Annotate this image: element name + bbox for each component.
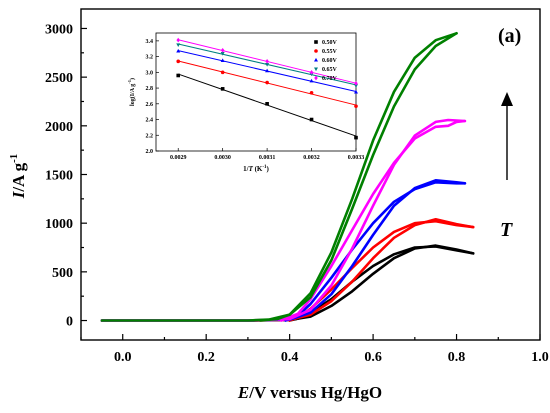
main-y-tick-label: 1500	[45, 169, 73, 184]
main-x-tick-label: 0.6	[364, 350, 382, 365]
inset-data-point	[354, 84, 358, 88]
inset-y-tick-label: 2.8	[146, 86, 154, 92]
inset-legend-label: 0.55V	[322, 49, 338, 55]
inset-tick-labels: 0.0029 0.0030 0.0031 0.0032 0.0033 2.0 2.2 2.4 2…	[146, 39, 365, 161]
main-x-label-unit: /V versus Hg/HgO	[248, 383, 382, 402]
inset-x-tick-label: 0.0032	[303, 155, 320, 161]
main-y-tick-label: 500	[52, 266, 73, 281]
inset-legend-label: 0.70V	[322, 76, 338, 82]
main-series-group	[100, 31, 475, 322]
main-tick-labels: 0.0 0.2 0.4 0.6 0.8 1.0 0 500 1000 1500 2000 2500 30…	[45, 22, 549, 365]
main-y-label-unit: /A g	[9, 162, 28, 192]
inset-x-tick-label: 0.0030	[214, 155, 231, 161]
cv-curve-forward	[100, 244, 475, 322]
cv-curve-reverse	[284, 181, 467, 322]
main-y-label-exponent: -1	[8, 154, 20, 163]
inset-x-label-prefix: 1/	[243, 165, 250, 173]
inset-data-point	[309, 69, 314, 75]
inset-x-label-unit: (K	[253, 165, 263, 173]
main-y-tick-label: 1000	[45, 217, 73, 232]
cv-curve-reverse	[259, 31, 458, 322]
inset-x-label-exponent: -1	[262, 165, 267, 170]
main-y-axis-label: I/A g-1	[8, 154, 28, 200]
inset-y-label-exponent: -1	[127, 79, 132, 83]
inset-legend-label: 0.65V	[322, 67, 338, 73]
inset-legend-marker	[314, 49, 318, 53]
main-x-tick-label: 1.0	[531, 350, 549, 365]
main-y-label-var: I	[9, 190, 28, 199]
inset-data-point	[354, 89, 358, 94]
inset-legend-marker	[314, 75, 318, 81]
inset-data-point	[176, 59, 181, 64]
inset-data-point	[176, 43, 181, 47]
inset-y-tick-label: 2.4	[146, 118, 154, 124]
main-x-label-var: E	[237, 383, 249, 402]
inset-data-point	[176, 73, 181, 78]
main-y-tick-label: 2000	[45, 120, 73, 135]
inset-legend-marker	[314, 67, 318, 72]
inset-data-point	[220, 47, 225, 53]
inset-data-point	[220, 70, 225, 75]
inset-data-point	[265, 102, 269, 106]
main-axis-ticks	[80, 27, 541, 340]
inset-y-tick-label: 2.2	[146, 133, 154, 139]
inset-y-tick-label: 2.0	[146, 149, 154, 155]
inset-y-tick-label: 3.2	[146, 55, 154, 61]
inset-y-label-close: )	[129, 78, 136, 80]
temperature-arrow-label: T	[500, 219, 513, 241]
inset-legend: 0.50V 0.55V 0.60V 0.65V 0.70V	[314, 40, 338, 82]
inset-data-point	[220, 58, 225, 62]
inset-x-tick-label: 0.0033	[348, 155, 365, 161]
inset-y-tick-label: 2.6	[146, 102, 154, 108]
inset-legend-label: 0.60V	[322, 58, 338, 64]
inset-x-label-var: T	[249, 165, 254, 173]
main-x-axis-label: E/V versus Hg/HgO	[237, 383, 382, 402]
inset-data-point	[265, 63, 270, 67]
inset-legend-marker	[314, 40, 318, 44]
inset-x-tick-label: 0.0029	[170, 155, 187, 161]
inset-data-point	[354, 135, 358, 140]
cv-curve-forward	[100, 31, 458, 322]
inset-data-point	[309, 117, 314, 122]
inset-data-point	[354, 81, 358, 86]
main-y-tick-label: 3000	[45, 22, 73, 37]
inset-data-point	[176, 37, 181, 43]
inset-series-group	[176, 37, 358, 140]
inset-data-point	[176, 48, 181, 53]
cv-curve-reverse	[279, 119, 467, 322]
inset-legend-marker	[314, 57, 318, 62]
main-y-tick-label: 0	[66, 315, 73, 330]
main-x-tick-label: 0.0	[114, 350, 132, 365]
panel-label: (a)	[498, 25, 521, 47]
inset-data-point	[309, 90, 314, 95]
inset-x-axis-label: 1/T (K-1)	[243, 165, 269, 173]
inset-data-point	[220, 87, 225, 91]
inset-x-tick-label: 0.0031	[259, 155, 276, 161]
inset-y-axis-label: log(I/A g-1)	[127, 78, 136, 106]
main-x-tick-label: 0.8	[448, 350, 466, 365]
inset-data-point	[265, 80, 269, 85]
inset-data-point	[265, 68, 270, 73]
inset-x-label-close: )	[267, 165, 270, 173]
inset-data-point	[309, 78, 314, 83]
inset-y-label-text: log(I/A g	[129, 84, 136, 106]
main-x-tick-label: 0.2	[197, 350, 215, 365]
temperature-arrow-head	[501, 92, 513, 106]
inset-data-point	[265, 58, 269, 64]
cv-curve-forward	[100, 218, 475, 322]
inset-data-point	[354, 104, 358, 108]
main-y-tick-label: 2500	[45, 71, 73, 86]
inset-data-point	[220, 52, 225, 56]
inset-y-tick-label: 3.4	[146, 39, 154, 45]
main-x-tick-label: 0.4	[281, 350, 299, 365]
inset-axis-ticks	[156, 40, 357, 152]
inset-legend-label: 0.50V	[322, 40, 338, 46]
inset-y-tick-label: 3.0	[146, 70, 154, 76]
